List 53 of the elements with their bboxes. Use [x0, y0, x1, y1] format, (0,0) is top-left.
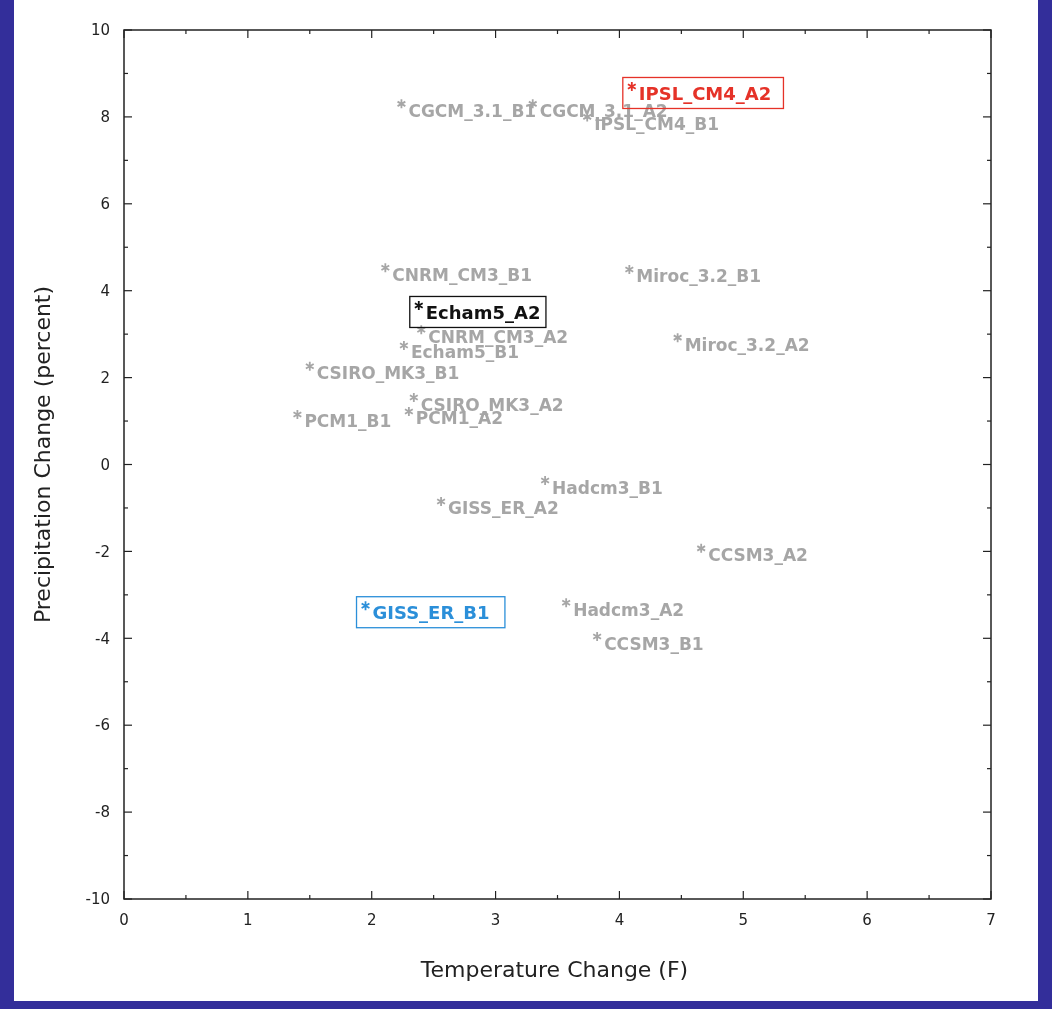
y-axis-title: Precipitation Change (percent): [30, 285, 55, 624]
annotation: CSIRO_MK3_B1: [316, 363, 460, 384]
annotation: Hadcm3_A2: [573, 599, 685, 620]
point: [409, 392, 419, 403]
y-tick-label: -4: [95, 629, 110, 648]
y-tick-label: 4: [100, 281, 110, 300]
y-tick-label: 6: [100, 195, 110, 214]
x-tick-label: 1: [243, 911, 253, 929]
annotation: Echam5_A2: [425, 301, 541, 323]
point: [360, 600, 371, 612]
y-tick-label: 8: [100, 108, 110, 127]
annotation: CCSM3_A2: [708, 545, 808, 566]
y-tick-label: -10: [85, 890, 110, 909]
annotation: CGCM_3.1_B1: [408, 100, 537, 121]
annotation: Hadcm3_B1: [552, 477, 663, 498]
y-tick-label: 2: [100, 368, 110, 387]
annotation: CNRM_CM3_B1: [392, 264, 533, 285]
x-tick-label: 3: [490, 911, 501, 929]
x-tick-label: 0: [119, 911, 129, 929]
point: [413, 300, 424, 311]
y-tick-label: 0: [100, 455, 110, 474]
annotation: CCSM3_B1: [604, 633, 704, 654]
point: [304, 360, 315, 372]
x-tick-label: 5: [738, 911, 749, 929]
annotation: Miroc_3.2_A2: [684, 334, 810, 355]
x-tick-label: 7: [986, 911, 996, 929]
point: [696, 542, 706, 554]
x-axis-title: Temperature Change (F): [419, 957, 689, 982]
point: [380, 262, 391, 274]
annotation: PCM1_B1: [304, 411, 392, 432]
point: [399, 340, 409, 351]
x-tick-label: 4: [614, 911, 625, 929]
point: [672, 332, 683, 344]
x-tick-label: 6: [862, 911, 872, 929]
point: [436, 496, 446, 507]
point: [624, 264, 635, 275]
point: [627, 81, 637, 92]
point: [592, 631, 602, 642]
point: [416, 324, 427, 336]
point: [561, 597, 571, 609]
annotation: Miroc_3.2_B1: [636, 266, 762, 287]
x-tick-label: 2: [366, 911, 377, 929]
point: [292, 409, 303, 420]
y-tick-label: -8: [95, 803, 110, 822]
point: [396, 98, 407, 110]
y-tick-label: 10: [90, 21, 110, 40]
annotation: IPSL_CM4_A2: [638, 82, 772, 104]
annotation: GISS_ER_A2: [448, 498, 559, 519]
annotation: GISS_ER_B1: [372, 602, 490, 624]
y-tick-label: -2: [95, 542, 110, 561]
y-tick-label: -6: [95, 716, 110, 735]
point: [404, 406, 414, 417]
point: [540, 475, 550, 486]
